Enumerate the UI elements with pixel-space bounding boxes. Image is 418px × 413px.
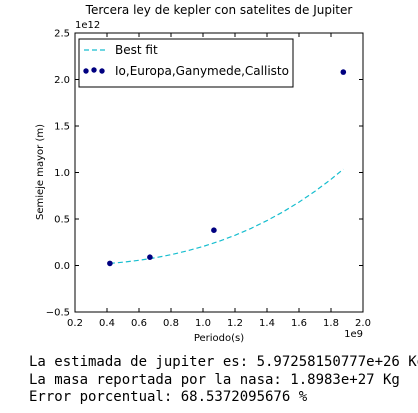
x-tick-label: 0.2: [67, 318, 83, 329]
x-tick-label: 0.4: [99, 318, 115, 329]
legend-best-fit-label: Best fit: [115, 43, 158, 57]
x-axis-offset: 1e9: [344, 329, 363, 340]
data-points-group: [107, 69, 347, 267]
x-tick-label: 0.6: [131, 318, 147, 329]
x-tick-label: 1.6: [291, 318, 307, 329]
best-fit-line: [109, 168, 344, 264]
legend-points-label: Io,Europa,Ganymede,Callisto: [115, 64, 289, 78]
x-axis-ticks: 0.2 0.4 0.6 0.8 1.0 1.2 1.4 1.6 1.8 2.0: [67, 33, 371, 329]
x-tick-label: 2.0: [355, 318, 371, 329]
x-tick-label: 1.2: [227, 318, 243, 329]
legend: Best fit Io,Europa,Ganymede,Callisto: [78, 38, 294, 88]
x-axis-label: Periodo(s): [194, 333, 244, 344]
y-tick-label: 2.5: [54, 29, 70, 40]
y-axis-label: Semieje mayor (m): [35, 124, 46, 220]
data-point: [107, 260, 113, 267]
chart-title: Tercera ley de kepler con satelites de J…: [85, 3, 353, 17]
x-tick-label: 1.8: [323, 318, 339, 329]
legend-point-swatch: [83, 68, 89, 74]
x-tick-label: 1.4: [259, 318, 275, 329]
output-line-estimate: La estimada de jupiter es: 5.97258150777…: [29, 354, 418, 370]
y-tick-label: 0.5: [54, 215, 70, 226]
y-tick-label: 0.0: [54, 261, 70, 272]
best-fit-line-group: [109, 168, 344, 264]
legend-box: [78, 38, 294, 88]
output-line-nasa-mass: La masa reportada por la nasa: 1.8983e+2…: [29, 372, 400, 388]
x-tick-label: 0.8: [163, 318, 179, 329]
y-tick-label: 1.0: [54, 168, 70, 179]
x-tick-label: 1.0: [195, 318, 211, 329]
y-tick-label: −0.5: [46, 308, 70, 319]
y-axis-ticks: −0.5 0.0 0.5 1.0 1.5 2.0 2.5: [46, 29, 363, 319]
data-point: [147, 254, 153, 260]
y-tick-label: 2.0: [54, 75, 70, 86]
output-line-percent-error: Error porcentual: 68.5372095676 %: [29, 389, 308, 405]
y-axis-offset: 1e12: [75, 20, 100, 31]
data-point: [340, 69, 347, 75]
legend-point-swatch: [91, 67, 97, 73]
data-point: [211, 227, 217, 233]
legend-point-swatch: [99, 68, 105, 74]
y-tick-label: 1.5: [54, 122, 70, 133]
